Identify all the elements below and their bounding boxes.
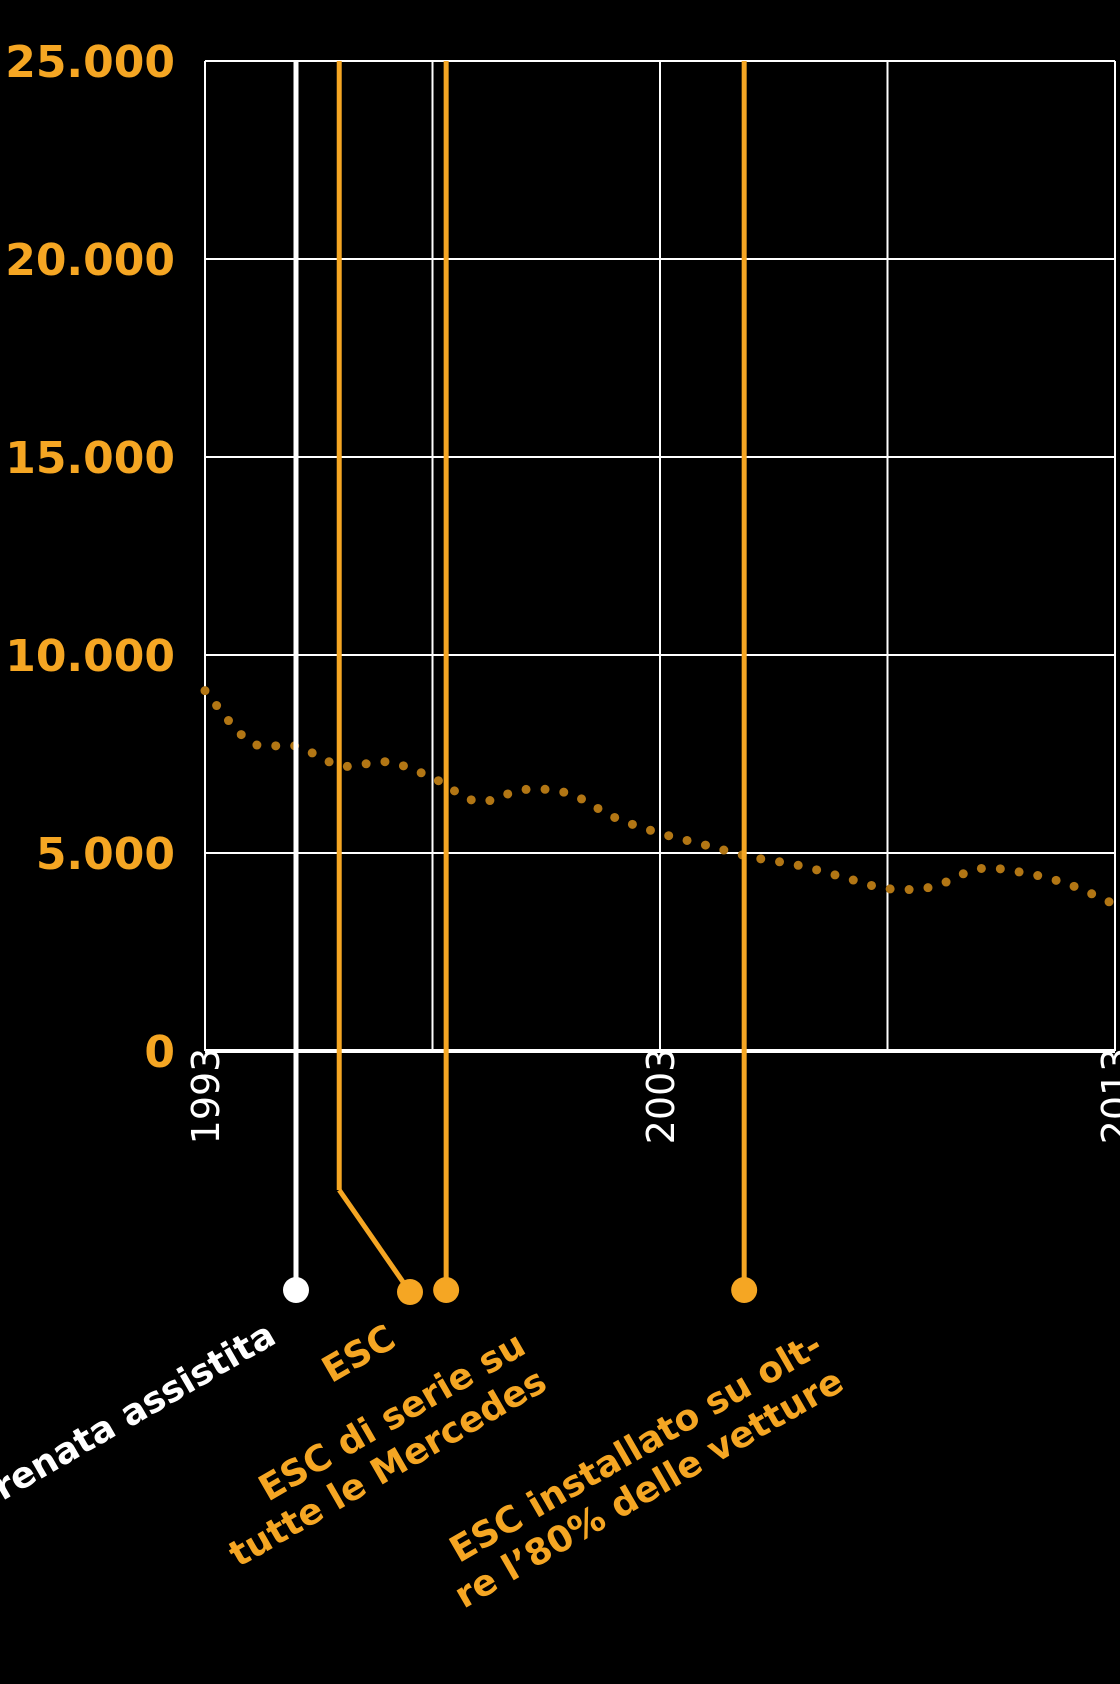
annotation-dot — [731, 1277, 758, 1303]
y-tick-label: 25.000 — [5, 37, 175, 88]
x-tick-label: 2013 — [1094, 1048, 1120, 1145]
annotation-label: ESC — [315, 1317, 402, 1391]
y-tick-label: 15.000 — [5, 433, 175, 484]
series-path — [200, 686, 1120, 909]
annotation-dot — [397, 1279, 423, 1305]
y-tick-label: 10.000 — [5, 631, 175, 682]
x-axis: 1993 2003 2013 — [184, 1048, 1120, 1145]
annotation-label-group: ESC — [315, 1317, 402, 1391]
x-tick-label: 1993 — [184, 1048, 228, 1145]
annotation-dot — [283, 1277, 309, 1303]
annotation-label: Frenata assistita — [0, 1314, 282, 1520]
x-tick-label: 2003 — [639, 1048, 683, 1145]
series-line — [200, 686, 1120, 909]
y-tick-label: 20.000 — [5, 235, 175, 286]
y-axis: 0 5.000 10.000 15.000 20.000 25.000 — [5, 37, 175, 1078]
annotation-dot — [433, 1277, 460, 1303]
annotation-line — [337, 1188, 413, 1294]
annotation-label-group: Frenata assistita — [0, 1314, 282, 1520]
y-tick-label: 5.000 — [36, 829, 175, 880]
y-tick-label: 0 — [144, 1027, 175, 1078]
